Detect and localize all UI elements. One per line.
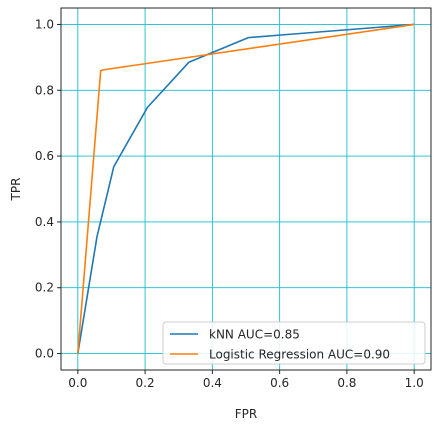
legend-label-logistic-regression: Logistic Regression AUC=0.90 [209,348,390,362]
y-axis-label: TPR [9,178,23,202]
plot-lines [77,23,415,354]
plot-frame [60,7,432,371]
y-axis: 0.0 0.2 0.4 0.6 0.8 1.0 [35,17,61,361]
x-tick-label: 0.4 [203,376,222,390]
legend-label-knn: kNN AUC=0.85 [209,328,300,342]
legend-box [162,321,426,365]
y-tick-label: 0.6 [35,149,54,163]
series-line-1 [77,23,415,354]
y-tick-label: 0.0 [35,347,54,361]
grid [61,8,431,370]
y-tick-label: 0.4 [35,215,54,229]
x-tick-label: 0.6 [270,376,289,390]
x-tick-label: 1.0 [405,376,424,390]
x-tick-label: 0.0 [68,376,87,390]
x-axis: 0.0 0.2 0.4 0.6 0.8 1.0 [68,370,424,390]
x-tick-label: 0.2 [136,376,155,390]
y-tick-label: 0.2 [35,281,54,295]
x-axis-label: FPR [235,407,257,421]
legend: kNN AUC=0.85 Logistic Regression AUC=0.9… [162,321,426,365]
y-tick-label: 1.0 [35,17,54,31]
y-tick-label: 0.8 [35,83,54,97]
x-tick-label: 0.8 [337,376,356,390]
series-line-0 [77,23,415,354]
